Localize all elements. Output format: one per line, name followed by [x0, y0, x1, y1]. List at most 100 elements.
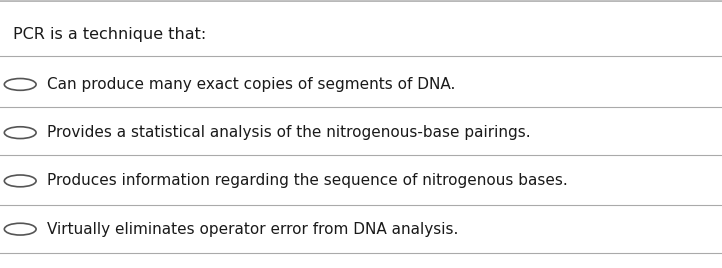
Bar [0, 1, 722, 2]
Bar [0, 0, 722, 1]
Bar [0, 0, 722, 1]
Bar [0, 0, 722, 1]
Bar [0, 1, 722, 2]
Bar [0, 0, 722, 1]
Bar [0, 1, 722, 2]
Bar [0, 0, 722, 1]
Bar [0, 0, 722, 1]
Bar [0, 1, 722, 2]
Bar [0, 1, 722, 2]
Bar [0, 0, 722, 1]
Bar [0, 0, 722, 1]
Bar [0, 0, 722, 1]
Bar [0, 0, 722, 1]
Bar [0, 0, 722, 1]
Bar [0, 1, 722, 2]
Bar [0, 0, 722, 1]
Bar [0, 0, 722, 1]
Bar [0, 1, 722, 2]
Bar [0, 0, 722, 1]
Bar [0, 0, 722, 1]
Bar [0, 0, 722, 1]
Bar [0, 0, 722, 1]
Bar [0, 1, 722, 2]
Bar [0, 0, 722, 1]
Bar [0, 0, 722, 1]
Bar [0, 0, 722, 1]
Bar [0, 1, 722, 2]
Bar [0, 1, 722, 2]
Bar [0, 0, 722, 1]
Bar [0, 0, 722, 1]
Bar [0, 0, 722, 1]
Bar [0, 1, 722, 2]
Bar [0, 1, 722, 2]
Bar [0, 1, 722, 2]
Bar [0, 0, 722, 1]
Bar [0, 1, 722, 2]
Bar [0, 1, 722, 2]
Bar [0, 1, 722, 2]
Bar [0, 0, 722, 1]
Bar [0, 1, 722, 2]
Bar [0, 1, 722, 2]
Bar [0, 1, 722, 2]
Bar [0, 0, 722, 1]
Bar [0, 0, 722, 1]
Bar [0, 1, 722, 2]
Bar [0, 0, 722, 1]
Bar [0, 0, 722, 1]
Bar [0, 1, 722, 2]
Bar [0, 1, 722, 2]
Bar [0, 1, 722, 2]
Bar [0, 0, 722, 1]
Bar [0, 0, 722, 1]
Bar [0, 1, 722, 2]
Bar [0, 0, 722, 1]
Bar [0, 0, 722, 1]
Bar [0, 1, 722, 2]
Bar [0, 0, 722, 1]
Bar [0, 1, 722, 2]
Bar [0, 1, 722, 2]
Bar [0, 0, 722, 1]
Bar [0, 0, 722, 1]
Bar [0, 1, 722, 2]
Bar [0, 0, 722, 1]
Bar [0, 1, 722, 2]
Bar [0, 0, 722, 1]
Bar [0, 1, 722, 2]
Bar [0, 1, 722, 2]
Bar [0, 1, 722, 2]
Bar [0, 0, 722, 1]
Bar [0, 0, 722, 1]
Bar [0, 1, 722, 2]
Bar [0, 0, 722, 1]
Bar [0, 0, 722, 1]
Bar [0, 1, 722, 2]
Bar [0, 1, 722, 2]
Bar [0, 1, 722, 2]
Bar [0, 0, 722, 1]
Bar [0, 0, 722, 1]
Bar [0, 0, 722, 1]
Bar [0, 1, 722, 2]
Bar [0, 0, 722, 1]
Bar [0, 0, 722, 1]
Bar [0, 0, 722, 1]
Bar [0, 0, 722, 1]
Bar [0, 1, 722, 2]
Bar [0, 0, 722, 1]
Text: Provides a statistical analysis of the nitrogenous-base pairings.: Provides a statistical analysis of the n… [47, 125, 531, 140]
Bar [0, 1, 722, 2]
Bar [0, 0, 722, 1]
Bar [0, 0, 722, 1]
Bar [0, 0, 722, 1]
Bar [0, 1, 722, 2]
Bar [0, 1, 722, 2]
Bar [0, 0, 722, 1]
Bar [0, 0, 722, 1]
Bar [0, 1, 722, 2]
Bar [0, 0, 722, 1]
Bar [0, 0, 722, 1]
